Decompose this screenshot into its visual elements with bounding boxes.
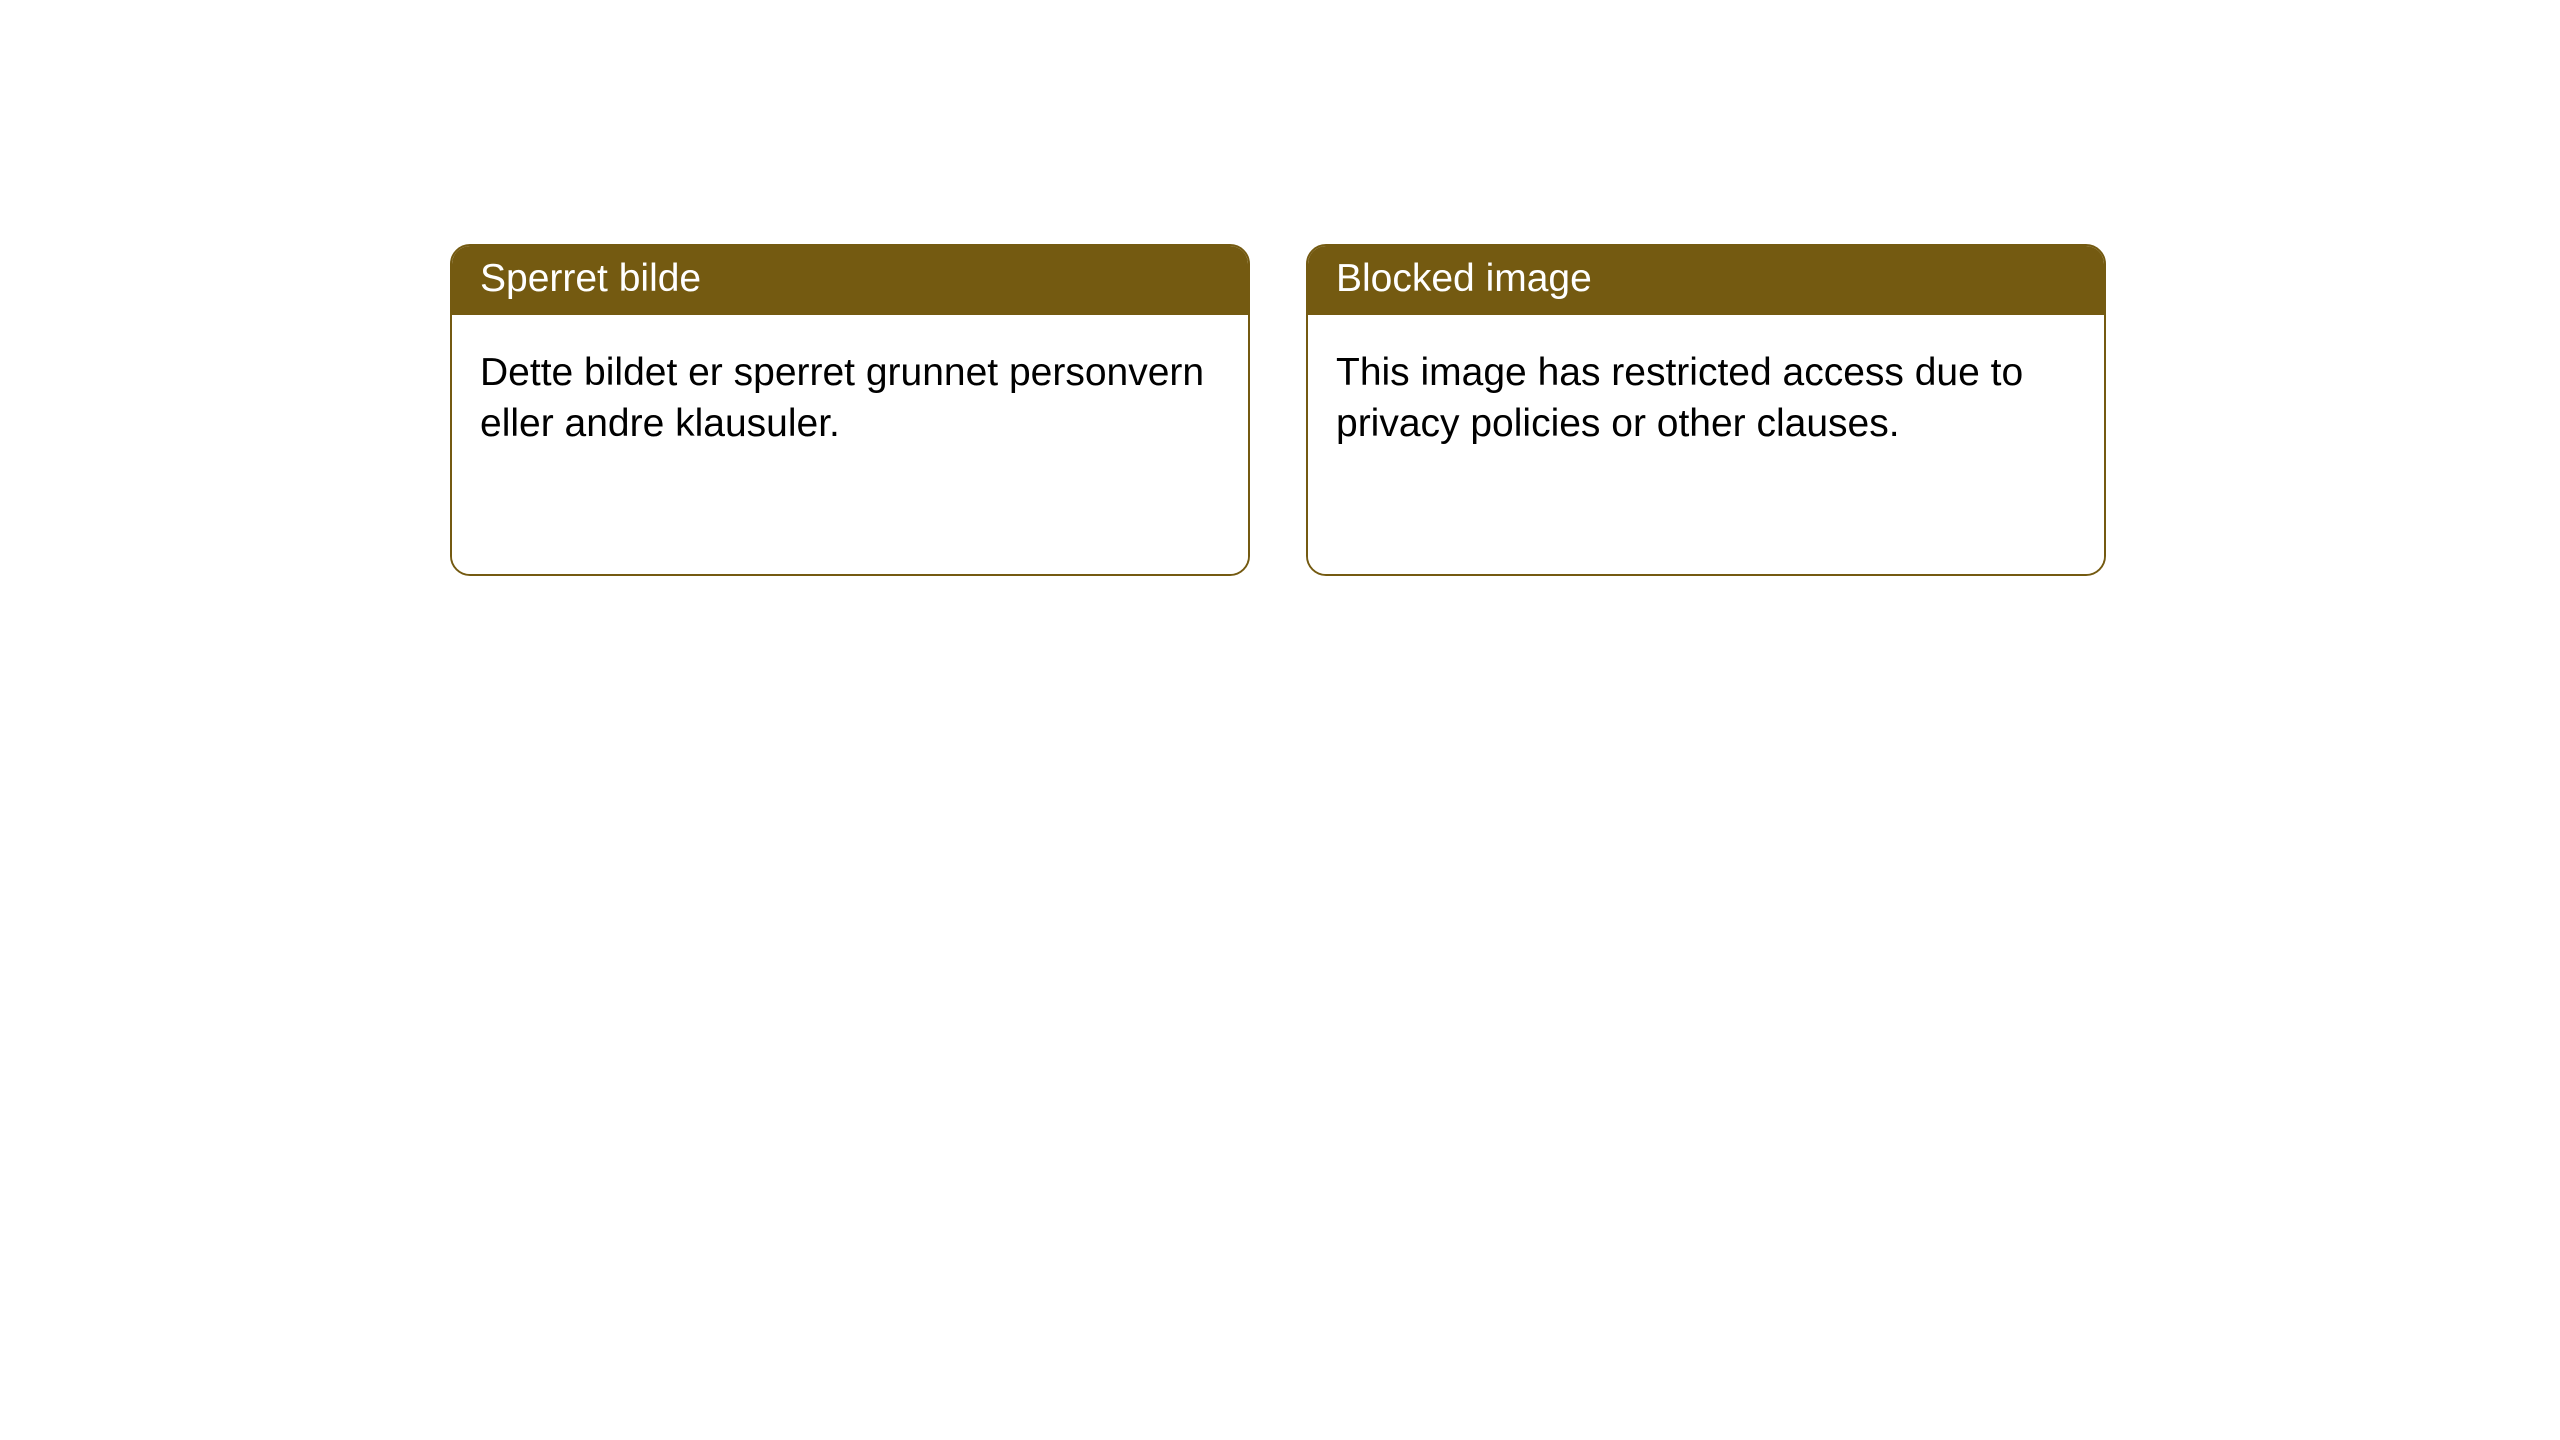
notice-message: Dette bildet er sperret grunnet personve… [452, 315, 1248, 574]
notice-card-norwegian: Sperret bilde Dette bildet er sperret gr… [450, 244, 1250, 576]
notice-title: Sperret bilde [452, 246, 1248, 315]
notice-card-english: Blocked image This image has restricted … [1306, 244, 2106, 576]
notice-message: This image has restricted access due to … [1308, 315, 2104, 574]
notice-container: Sperret bilde Dette bildet er sperret gr… [0, 0, 2560, 576]
notice-title: Blocked image [1308, 246, 2104, 315]
